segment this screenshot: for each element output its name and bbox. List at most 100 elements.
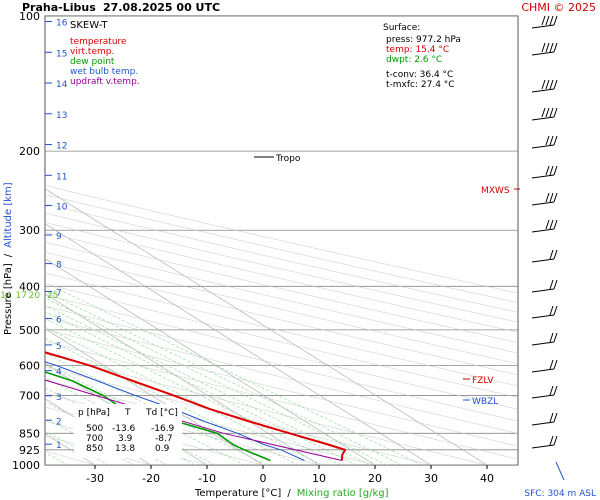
pressure-tick-label: 400: [19, 280, 40, 293]
surface-temp: temp: 15.4 °C: [386, 45, 449, 55]
surface-wind: [555, 461, 565, 481]
barb-feather: [545, 107, 550, 118]
tropo-label: Tropo: [275, 154, 301, 164]
barb-feather: [553, 249, 558, 260]
x-tick-label: -10: [198, 472, 216, 485]
barb-staff: [531, 24, 555, 29]
table-cell: -8.7: [155, 434, 173, 444]
table-cell: 0.9: [155, 444, 170, 454]
wind-barb: [531, 435, 558, 449]
pressure-tick-label: 500: [19, 324, 40, 337]
barb-feather: [549, 249, 554, 260]
tropopause-marker: Tropo: [254, 154, 301, 164]
barb-feather: [545, 165, 550, 176]
barb-feather: [549, 305, 554, 316]
table-cell: 700: [86, 434, 103, 444]
isotherm-line: [45, 328, 264, 465]
dry-adiabat: [45, 283, 518, 398]
mixing-ratio-line: [45, 352, 267, 465]
wind-barbs: [531, 15, 565, 481]
wind-barb: [531, 42, 558, 56]
data-table-bg: [74, 404, 182, 458]
barb-feather: [553, 359, 558, 370]
isotherm-line: [45, 363, 208, 465]
barb-staff: [531, 88, 555, 93]
barb-feather: [545, 79, 550, 90]
pressure-tick-label: 600: [19, 359, 40, 372]
wind-barb: [531, 15, 558, 29]
barb-feather: [553, 15, 558, 26]
isotherm-line: [45, 223, 432, 465]
mixing-ratio-line: [45, 337, 299, 465]
barb-feather: [549, 79, 554, 90]
legend-item-virt-temp: virt.temp.: [70, 47, 114, 57]
isotherm-line: [45, 188, 488, 465]
barb-feather: [541, 42, 546, 53]
barb-feather: [553, 79, 558, 90]
series-line-temperature: [45, 351, 347, 461]
x-tick-label: 20: [368, 472, 382, 485]
data-table: p [hPa] T Td [°C] 500 -13.6 -16.9 700 3.…: [74, 404, 182, 458]
y-axis-sep: /: [3, 253, 14, 257]
dry-adiabat: [45, 305, 518, 422]
altitude-tick-label: 7: [56, 288, 62, 298]
barb-feather: [549, 135, 554, 146]
dry-adiabat: [45, 366, 432, 465]
altitude-tick-label: 11: [56, 172, 67, 182]
isotherm-line: [45, 293, 320, 465]
mixing-ratio-line: [45, 326, 323, 465]
pressure-tick-label: 200: [19, 145, 40, 158]
barb-feather: [549, 412, 554, 423]
barb-feather: [549, 435, 554, 446]
dry-adiabat: [45, 251, 518, 365]
pressure-tick-label: 300: [19, 224, 40, 237]
series-line-updraft-v-temp: [45, 379, 343, 461]
barb-feather: [553, 107, 558, 118]
surface-tmxfc: t-mxfc: 27.4 °C: [386, 80, 455, 90]
pressure-tick-label: 925: [19, 444, 40, 457]
dry-adiabat: [45, 392, 320, 465]
barb-feather: [549, 107, 554, 118]
legend: SKEW-T temperature virt.temp. dew point …: [70, 20, 140, 87]
dry-adiabat: [45, 328, 518, 447]
barb-feather: [545, 42, 550, 53]
table-cell: -16.9: [151, 424, 175, 434]
altitude-tick-label: 3: [56, 393, 62, 403]
altitude-tick-label: 13: [56, 111, 67, 121]
barb-feather: [549, 332, 554, 343]
mxws-label: MXWS: [481, 186, 510, 196]
barb-staff: [531, 288, 555, 293]
legend-item-dew-point: dew point: [70, 57, 115, 67]
barb-feather: [553, 435, 558, 446]
table-header-td: Td [°C]: [145, 408, 178, 418]
barb-staff: [531, 444, 555, 449]
altitude-tick-label: 8: [56, 261, 62, 271]
surface-dwpt: dwpt: 2.6 °C: [386, 55, 442, 65]
dry-adiabat: [45, 272, 518, 387]
legend-item-updraft: updraft v.temp.: [70, 77, 140, 87]
mixing-ratio-line: [45, 318, 341, 465]
mixing-ratio-label: 20: [29, 291, 41, 301]
table-cell: 13.8: [115, 444, 135, 454]
dry-adiabat: [45, 379, 376, 465]
barb-staff: [531, 258, 555, 263]
mixing-ratio-line: [52, 286, 423, 465]
dry-adiabat: [45, 341, 518, 460]
barb-staff: [531, 394, 555, 399]
dry-adiabat: [45, 241, 518, 354]
credit-text: CHMI © 2025: [521, 1, 596, 14]
x-tick-label: 10: [312, 472, 326, 485]
datetime-title: 27.08.2025 00 UTC: [103, 1, 220, 14]
barb-feather: [541, 15, 546, 26]
sfc-label: SFC: 304 m ASL: [524, 489, 596, 499]
barb-feather: [545, 192, 550, 203]
barb-staff: [531, 201, 555, 206]
table-header-p: p [hPa]: [78, 408, 110, 418]
barb-feather: [549, 42, 554, 53]
barb-feather: [553, 192, 558, 203]
barb-staff: [531, 314, 555, 319]
barb-staff: [531, 174, 555, 179]
x-axis-label2: Mixing ratio [g/kg]: [297, 488, 389, 499]
altitude-tick-label: 16: [56, 19, 68, 29]
